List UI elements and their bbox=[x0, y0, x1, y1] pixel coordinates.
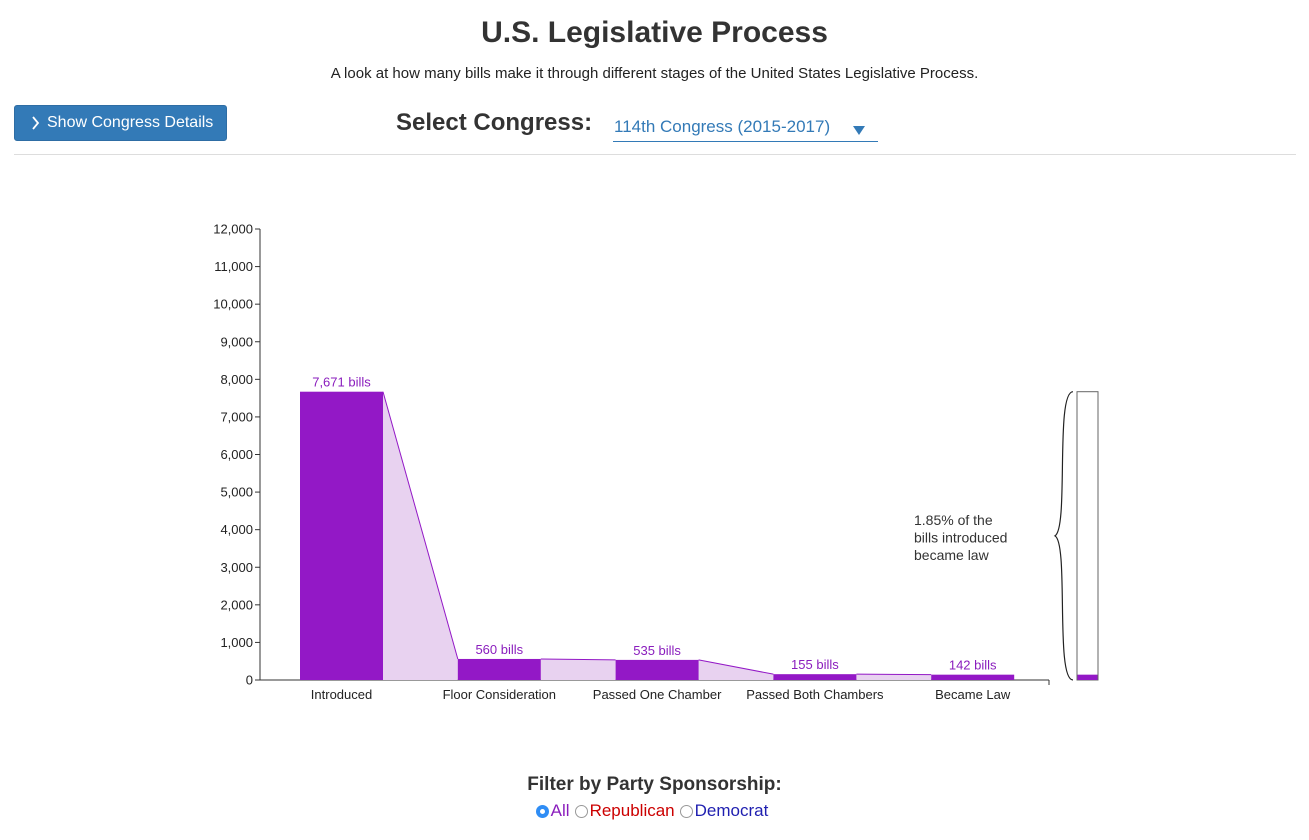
bar-value-label: 142 bills bbox=[949, 658, 997, 673]
y-tick-label: 0 bbox=[246, 673, 253, 688]
y-tick-label: 4,000 bbox=[220, 522, 253, 537]
y-tick-label: 11,000 bbox=[214, 259, 253, 274]
stage-connector bbox=[383, 391, 458, 680]
congress-select[interactable]: 114th Congress (2015-2017) bbox=[613, 110, 878, 142]
filter-option-democrat[interactable]: Democrat bbox=[679, 801, 769, 821]
y-tick-label: 7,000 bbox=[220, 409, 253, 424]
filter-option-all[interactable]: All bbox=[535, 801, 570, 821]
annotation-line: 1.85% of the bbox=[914, 512, 993, 528]
bar-value-label: 7,671 bills bbox=[312, 375, 371, 390]
stage-connector-edge bbox=[540, 658, 616, 661]
y-axis: 0 1,000 2,000 3,000 4,000 5,000 6,000 7,000 8,00… bbox=[213, 222, 261, 688]
bar-value-label: 155 bills bbox=[791, 657, 839, 672]
y-tick-label: 10,000 bbox=[213, 297, 253, 312]
y-tick-label: 6,000 bbox=[220, 447, 253, 462]
bar-value-label: 535 bills bbox=[633, 643, 681, 658]
header-divider bbox=[14, 154, 1296, 155]
x-tick-label: Passed One Chamber bbox=[593, 687, 722, 702]
bar bbox=[457, 658, 541, 680]
stage-connector bbox=[540, 658, 616, 680]
annotation-line: became law bbox=[914, 547, 990, 563]
congress-select-value: 114th Congress (2015-2017) bbox=[614, 117, 831, 136]
curly-brace bbox=[1053, 391, 1074, 681]
y-tick-label: 2,000 bbox=[220, 597, 253, 612]
y-tick-label: 12,000 bbox=[213, 222, 253, 237]
y-tick-label: 1,000 bbox=[220, 635, 253, 650]
bar bbox=[300, 391, 383, 680]
bar bbox=[931, 674, 1015, 680]
bar bbox=[773, 674, 857, 680]
x-axis: Introduced Floor Consideration Passed One … bbox=[260, 679, 1050, 702]
radio-button[interactable] bbox=[574, 804, 588, 818]
show-congress-details-label: Show Congress Details bbox=[47, 114, 214, 131]
stage-connector bbox=[856, 674, 932, 680]
y-tick-label: 5,000 bbox=[220, 485, 253, 500]
chevron-right-icon bbox=[31, 116, 40, 130]
filter-title: Filter by Party Sponsorship: bbox=[527, 774, 782, 795]
filter-option-label: Republican bbox=[589, 801, 675, 820]
y-tick-label: 8,000 bbox=[220, 372, 253, 387]
x-tick-label: Introduced bbox=[311, 687, 372, 702]
filter-option-label: All bbox=[550, 801, 570, 820]
page-subtitle: A look at how many bills make it through… bbox=[330, 65, 979, 82]
ratio-bar-fill bbox=[1077, 674, 1098, 680]
triangle-down-icon bbox=[853, 122, 865, 140]
party-filter: All Republican Democrat bbox=[0, 801, 1309, 823]
select-congress-label: Select Congress: bbox=[396, 109, 593, 136]
filter-option-republican[interactable]: Republican bbox=[574, 801, 675, 821]
bar-value-label: 560 bills bbox=[475, 642, 523, 657]
x-tick-label: Floor Consideration bbox=[443, 687, 556, 702]
radio-button[interactable] bbox=[679, 804, 693, 818]
y-tick-label: 9,000 bbox=[220, 334, 253, 349]
bar bbox=[615, 659, 699, 680]
show-congress-details-button[interactable]: Show Congress Details bbox=[14, 105, 227, 141]
chart-marks: 7,671 bills 560 bills 535 bills 155 bills 14… bbox=[300, 375, 1015, 680]
stage-connector bbox=[698, 659, 774, 680]
annotation-line: bills introduced bbox=[914, 529, 1007, 545]
x-tick-label: Passed Both Chambers bbox=[746, 687, 884, 702]
became-law-ratio-bar bbox=[1053, 391, 1099, 681]
stage-connector-edge bbox=[698, 659, 774, 675]
x-tick-label: Became Law bbox=[935, 687, 1011, 702]
stage-connector-edge bbox=[382, 391, 459, 660]
y-tick-label: 3,000 bbox=[220, 560, 253, 575]
filter-option-label: Democrat bbox=[694, 801, 769, 820]
page-title: U.S. Legislative Process bbox=[481, 16, 828, 49]
radio-button[interactable] bbox=[535, 804, 549, 818]
ratio-bar-outline bbox=[1076, 391, 1099, 681]
